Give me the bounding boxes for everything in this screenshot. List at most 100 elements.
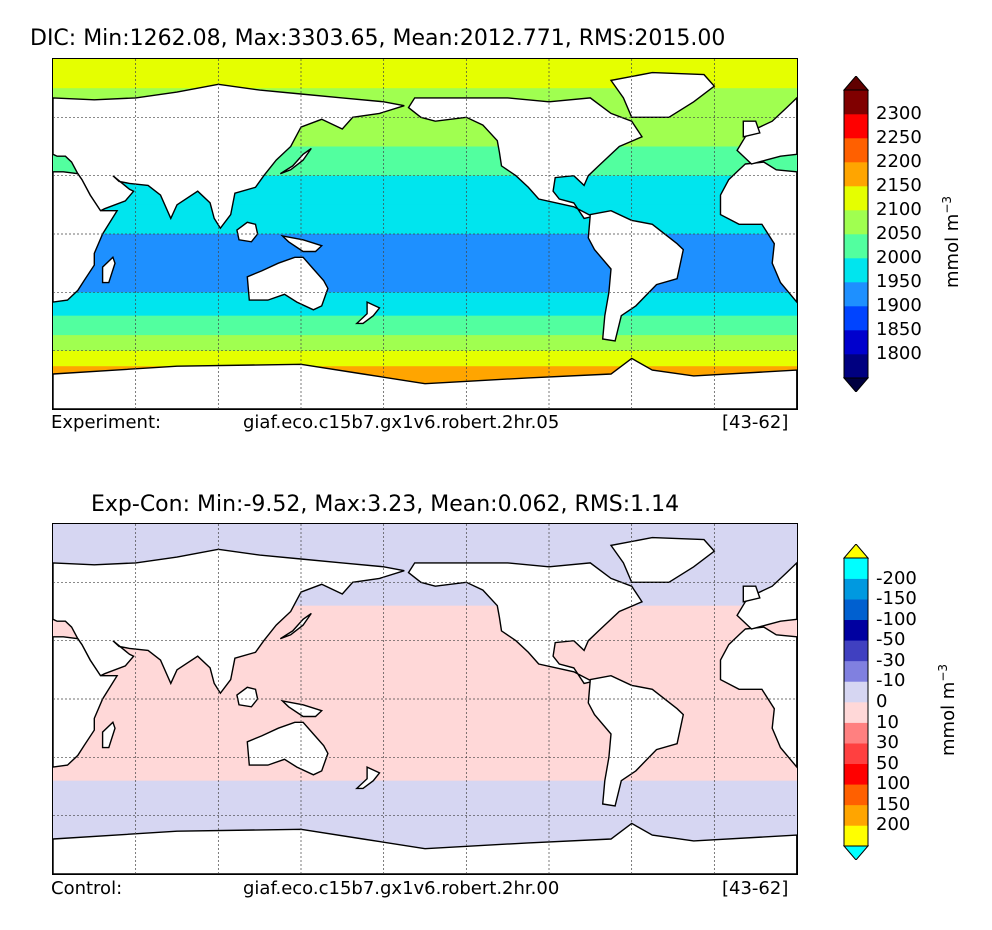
top-colorbar-tick-label: 2150 — [876, 175, 922, 196]
top-colorbar-tick-label: 2200 — [876, 151, 922, 172]
new-guinea-land — [280, 234, 324, 253]
japan-land — [279, 147, 312, 175]
bottom-colorbar-tick-label: -200 — [876, 567, 917, 589]
south-america-land — [587, 674, 685, 807]
bottom-colorbar-unit: mmol m−3 — [936, 664, 959, 756]
field-band — [53, 335, 797, 352]
bottom-colorbar-tick-label: 50 — [876, 752, 899, 774]
colorbar-segment — [844, 258, 868, 283]
new-guinea-land — [280, 699, 324, 718]
top-footer-right: [43-62] — [722, 412, 789, 433]
japan-land — [279, 612, 312, 640]
bottom-colorbar-tick-label: 150 — [876, 793, 911, 815]
top-colorbar-tick-label: 2000 — [876, 247, 922, 268]
colorbar-segment — [844, 640, 868, 662]
bottom-colorbar-tick-label: 30 — [876, 732, 899, 754]
bottom-footer-center: giaf.eco.c15b7.gx1v6.robert.2hr.00 — [243, 878, 560, 899]
colorbar-min-arrow — [842, 377, 870, 392]
colorbar-segment — [844, 210, 868, 235]
colorbar-segment — [844, 282, 868, 307]
bottom-colorbar-unit-exp: −3 — [936, 663, 950, 682]
colorbar-segment — [844, 558, 868, 579]
colorbar-segment — [844, 330, 868, 355]
africa-west-land — [719, 626, 797, 769]
colorbar-segment — [844, 90, 868, 115]
top-colorbar-tick-label: 2100 — [876, 199, 922, 220]
field-band — [53, 234, 797, 264]
bottom-footer-right: [43-62] — [722, 878, 789, 899]
bottom-colorbar-tick-label: -100 — [876, 608, 917, 630]
top-colorbar-tick-label: 1950 — [876, 271, 922, 292]
bottom-colorbar-tick-label: -150 — [876, 588, 917, 610]
greenland-land — [609, 536, 716, 583]
colorbar-segment — [844, 804, 868, 826]
top-colorbar-tick-label: 1800 — [876, 343, 922, 364]
top-colorbar-tick-label: 1900 — [876, 295, 922, 316]
colorbar-segment — [844, 784, 868, 806]
colorbar-segment — [844, 743, 868, 765]
field-band — [53, 315, 797, 336]
field-band — [53, 263, 797, 293]
top-colorbar — [842, 76, 870, 392]
antarctica-land — [53, 822, 797, 874]
north-america-land — [407, 97, 644, 220]
bottom-colorbar — [842, 544, 870, 860]
colorbar-segment — [844, 354, 868, 379]
top-map-plot — [53, 59, 797, 409]
australia-land — [246, 256, 329, 311]
bottom-colorbar-tick-label: 0 — [876, 691, 888, 712]
field-band — [53, 292, 797, 317]
field-band — [53, 767, 797, 782]
colorbar-max-arrow — [842, 76, 870, 91]
top-footer-center: giaf.eco.c15b7.gx1v6.robert.2hr.05 — [243, 412, 560, 433]
colorbar-segment — [844, 825, 868, 847]
colorbar-segment — [844, 138, 868, 163]
top-chart-title: DIC: Min:1262.08, Max:3303.65, Mean:2012… — [30, 26, 726, 51]
bottom-colorbar-tick-label: -50 — [876, 629, 906, 651]
greenland-land — [609, 71, 716, 118]
top-colorbar-tick-label: 2300 — [876, 103, 922, 124]
colorbar-segment — [844, 186, 868, 211]
field-band — [53, 350, 797, 367]
top-colorbar-unit-exp: −3 — [940, 195, 954, 214]
top-colorbar-tick-label: 2250 — [876, 127, 922, 148]
bottom-colorbar-tick-label: 200 — [876, 814, 911, 836]
bottom-colorbar-unit-base: mmol m — [938, 681, 959, 756]
new-zealand-land — [355, 765, 381, 790]
bottom-colorbar-tick-label: 10 — [876, 711, 899, 733]
colorbar-segment — [844, 114, 868, 139]
bottom-colorbar-tick-label: 100 — [876, 773, 911, 795]
top-footer-left: Experiment: — [51, 412, 162, 433]
top-map — [52, 58, 798, 410]
bottom-map-plot — [53, 524, 797, 874]
bottom-map — [52, 523, 798, 875]
colorbar-segment — [844, 619, 868, 641]
colorbar-segment — [844, 763, 868, 785]
new-zealand-land — [355, 300, 381, 325]
colorbar-min-arrow — [842, 845, 870, 860]
colorbar-segment — [844, 722, 868, 744]
bottom-colorbar-tick-label: -10 — [876, 670, 906, 692]
colorbar-segment — [844, 660, 868, 682]
bottom-chart-title: Exp-Con: Min:-9.52, Max:3.23, Mean:0.062… — [91, 492, 680, 517]
field-band — [53, 204, 797, 235]
colorbar-segment — [844, 578, 868, 600]
colorbar-segment — [844, 162, 868, 187]
uk-land — [742, 585, 761, 603]
colorbar-segment — [844, 599, 868, 621]
antarctica-land — [53, 357, 797, 409]
colorbar-segment — [844, 702, 868, 723]
top-colorbar-tick-label: 1850 — [876, 319, 922, 340]
australia-land — [246, 721, 329, 776]
north-america-land — [407, 562, 644, 685]
colorbar-segment — [844, 681, 868, 703]
bottom-footer-left: Control: — [51, 878, 123, 899]
colorbar-segment — [844, 234, 868, 259]
top-colorbar-tick-label: 2050 — [876, 223, 922, 244]
south-america-land — [587, 209, 685, 342]
madagascar-land — [101, 721, 116, 749]
africa-west-land — [719, 161, 797, 304]
colorbar-segment — [844, 306, 868, 331]
top-colorbar-unit: mmol m−3 — [940, 196, 963, 288]
top-colorbar-unit-base: mmol m — [942, 213, 963, 288]
